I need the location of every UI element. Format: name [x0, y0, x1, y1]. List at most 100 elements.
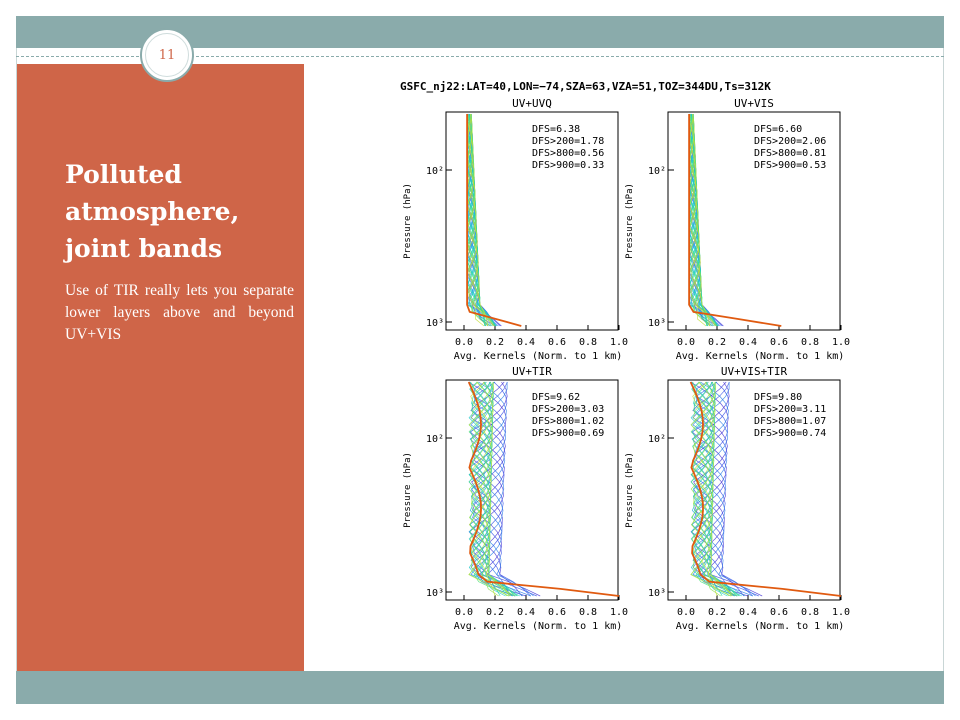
- dfs-label: DFS>900=0.69: [532, 428, 604, 439]
- x-tick-label: 0.4: [517, 337, 535, 348]
- dfs-label: DFS>800=1.07: [754, 416, 826, 427]
- x-tick-label: 0.6: [770, 337, 788, 348]
- averaging-kernels-figure: GSFC_nj22:LAT=40,LON=−74,SZA=63,VZA=51,T…: [398, 74, 874, 640]
- y-tick-label: 10³: [648, 588, 666, 599]
- y-tick-label: 10³: [426, 318, 444, 329]
- kernel-curve: [469, 381, 516, 597]
- surface-kernel-curve: [689, 381, 842, 597]
- x-tick-label: 1.0: [832, 607, 850, 618]
- x-axis-label: Avg. Kernels (Norm. to 1 km): [676, 621, 845, 632]
- kernel-curve: [690, 381, 733, 597]
- x-tick-label: 0.4: [739, 337, 757, 348]
- kernel-curve: [468, 381, 496, 597]
- y-tick-label: 10²: [648, 434, 666, 445]
- x-tick-label: 0.0: [455, 607, 473, 618]
- kernel-curve: [688, 113, 708, 327]
- surface-kernel-curve: [688, 114, 782, 327]
- kernel-curve: [691, 381, 729, 597]
- kernel-curve: [468, 381, 518, 597]
- dfs-label: DFS>200=1.78: [532, 136, 604, 147]
- x-tick-label: 0.8: [579, 607, 597, 618]
- panel-title: UV+VIS+TIR: [721, 365, 788, 378]
- kernel-curve: [467, 113, 485, 327]
- dfs-label: DFS=6.38: [532, 124, 580, 135]
- x-tick-label: 0.8: [579, 337, 597, 348]
- x-tick-label: 0.2: [708, 337, 726, 348]
- y-tick-label: 10²: [648, 166, 666, 177]
- x-tick-label: 0.6: [770, 607, 788, 618]
- x-tick-label: 0.8: [801, 607, 819, 618]
- slide-title: Polluted atmosphere, joint bands: [65, 160, 240, 263]
- dfs-label: DFS>800=0.56: [532, 148, 604, 159]
- y-tick-label: 10²: [426, 434, 444, 445]
- kernel-curve: [691, 381, 734, 597]
- surface-kernel-curve: [466, 114, 522, 327]
- dfs-label: DFS>900=0.53: [754, 160, 826, 171]
- bottom-accent-bar: [16, 671, 944, 704]
- x-tick-label: 0.0: [455, 337, 473, 348]
- kernel-curve: [691, 381, 736, 597]
- y-axis-label: Pressure (hPa): [403, 183, 413, 259]
- dfs-label: DFS>200=2.06: [754, 136, 826, 147]
- kernel-curve: [468, 381, 509, 597]
- y-axis-label: Pressure (hPa): [625, 183, 635, 259]
- kernel-curve: [690, 381, 737, 597]
- y-tick-label: 10³: [648, 318, 666, 329]
- slide-body-text: Use of TIR really lets you separate lowe…: [65, 282, 294, 343]
- y-axis-label: Pressure (hPa): [403, 452, 413, 528]
- kernel-curve: [690, 381, 718, 597]
- slide-number-badge: 11: [140, 28, 194, 82]
- kernel-curve: [689, 113, 716, 327]
- kernel-curve: [468, 381, 515, 597]
- x-tick-label: 0.8: [801, 337, 819, 348]
- dfs-label: DFS>200=3.11: [754, 404, 826, 415]
- kernel-curve: [467, 113, 489, 327]
- x-tick-label: 0.6: [548, 607, 566, 618]
- kernel-curve: [689, 113, 707, 327]
- x-tick-label: 0.2: [708, 607, 726, 618]
- x-tick-label: 0.4: [517, 607, 535, 618]
- x-tick-label: 1.0: [832, 337, 850, 348]
- x-tick-label: 0.6: [548, 337, 566, 348]
- left-text-panel: Polluted atmosphere, joint bands Use of …: [17, 64, 304, 671]
- x-axis-label: Avg. Kernels (Norm. to 1 km): [454, 621, 623, 632]
- panel-title: UV+TIR: [512, 365, 552, 378]
- kernel-curve: [468, 381, 511, 597]
- dfs-label: DFS>800=0.81: [754, 148, 826, 159]
- kernel-curve: [690, 381, 721, 597]
- surface-kernel-curve: [467, 381, 620, 597]
- kernel-panel-4: UV+VIS+TIR Pressure (hPa) 10² 10³ 0.0 0.2 0.4 0…: [625, 365, 850, 632]
- kernel-panel-3: UV+TIR Pressure (hPa) 10² 10³ 0.0 0.2 0.4 0.6 0.…: [403, 365, 628, 632]
- slide-number: 11: [145, 33, 189, 77]
- panel-title: UV+VIS: [734, 97, 774, 110]
- dfs-label: DFS>900=0.33: [532, 160, 604, 171]
- kernel-curve: [468, 381, 518, 597]
- y-axis-label: Pressure (hPa): [625, 452, 635, 528]
- dfs-label: DFS>800=1.02: [532, 416, 604, 427]
- panel-frame: [445, 111, 619, 331]
- kernel-curve: [469, 381, 507, 597]
- dfs-label: DFS=9.62: [532, 392, 580, 403]
- kernel-curve: [467, 113, 494, 327]
- figure-header: GSFC_nj22:LAT=40,LON=−74,SZA=63,VZA=51,T…: [400, 80, 771, 93]
- y-tick-label: 10³: [426, 588, 444, 599]
- dashed-divider: [16, 56, 944, 57]
- kernel-curve: [691, 381, 738, 597]
- dfs-label: DFS>200=3.03: [532, 404, 604, 415]
- kernel-curve: [468, 381, 531, 597]
- x-axis-label: Avg. Kernels (Norm. to 1 km): [676, 351, 845, 362]
- kernel-curve: [689, 113, 711, 327]
- x-tick-label: 0.2: [486, 607, 504, 618]
- kernel-curve: [690, 381, 740, 597]
- x-tick-label: 0.2: [486, 337, 504, 348]
- kernel-curve: [468, 381, 499, 597]
- x-tick-label: 0.0: [677, 337, 695, 348]
- kernel-panel-2: UV+VIS Pressure (hPa) 10² 10³ 0.0 0.2 0.4 0.6 0.…: [625, 97, 850, 362]
- kernel-curve: [690, 381, 740, 597]
- x-tick-label: 1.0: [610, 607, 628, 618]
- x-tick-label: 1.0: [610, 337, 628, 348]
- x-axis-label: Avg. Kernels (Norm. to 1 km): [454, 351, 623, 362]
- panel-title: UV+UVQ: [512, 97, 552, 110]
- y-tick-label: 10²: [426, 166, 444, 177]
- kernel-curve: [466, 113, 486, 327]
